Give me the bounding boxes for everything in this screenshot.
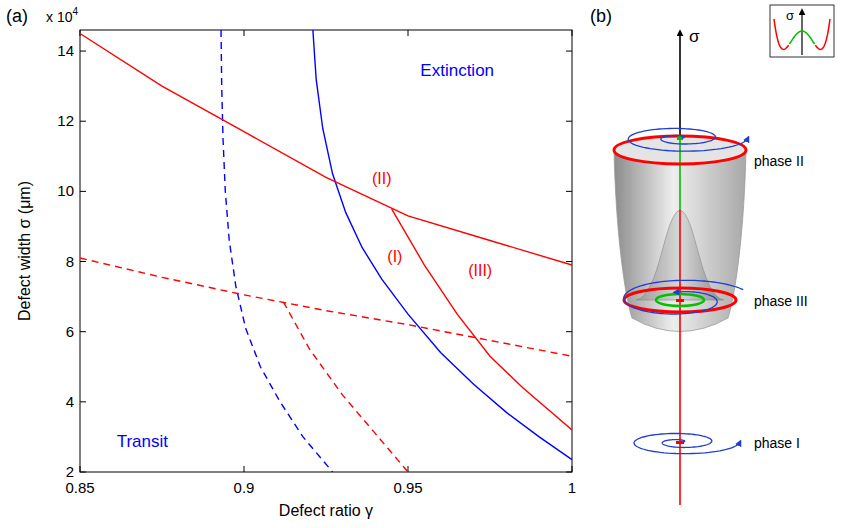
x-tick [244, 30, 245, 472]
inset-axis [801, 11, 802, 55]
limit-cycle [656, 294, 704, 306]
y-multiplier: x 104 [46, 6, 78, 25]
y-tick [80, 121, 572, 122]
annotation: Transit [117, 432, 169, 451]
phase-label: phase I [754, 435, 800, 451]
y-tick [80, 401, 572, 402]
inset-curve [789, 31, 814, 44]
y-tick-label: 6 [66, 323, 74, 340]
trajectory [624, 280, 743, 314]
diagram: (b) σ phase II phase III phase I σ [590, 5, 834, 505]
inset-axis-label: σ [786, 8, 794, 23]
annotation: (III) [468, 262, 492, 279]
x-tick [572, 30, 573, 472]
y-tick [80, 472, 572, 473]
x-tick-label: 0.85 [65, 479, 94, 496]
series-group [80, 30, 572, 472]
figure: 0.850.90.9512468101214Defect ratio γDefe… [0, 0, 842, 528]
phase-label: phase III [754, 293, 808, 309]
axis-arrow [679, 32, 681, 138]
phase-label: phase II [754, 153, 804, 169]
annotation: (I) [387, 248, 402, 265]
curve [313, 30, 572, 460]
plot-frame [80, 30, 572, 472]
fixed-point [676, 299, 684, 302]
y-tick [80, 51, 572, 52]
y-tick [80, 261, 572, 262]
y-tick-label: 10 [57, 182, 74, 199]
curve [283, 302, 408, 472]
x-tick-label: 0.9 [234, 479, 255, 496]
phase-ring [614, 136, 746, 164]
x-axis-title: Defect ratio γ [279, 502, 373, 519]
multiplier-exponent: 4 [72, 6, 78, 17]
axis-green [679, 138, 681, 210]
panel-label: (b) [590, 6, 612, 26]
inset-frame [770, 5, 834, 57]
trajectory [634, 434, 740, 454]
y-tick-label: 4 [66, 393, 74, 410]
multiplier-base: x 10 [46, 9, 73, 25]
y-tick-label: 2 [66, 463, 74, 480]
y-tick-label: 14 [57, 42, 74, 59]
curve [392, 209, 572, 430]
curve [80, 258, 572, 356]
y-tick-label: 8 [66, 253, 74, 270]
fixed-point [676, 441, 684, 444]
inset-curve [774, 19, 789, 49]
inset: σ [770, 5, 834, 57]
curve [221, 30, 333, 472]
curve [80, 34, 572, 266]
axis-red [679, 210, 681, 505]
y-tick [80, 331, 572, 332]
x-tick [408, 30, 409, 472]
axes: 0.850.90.9512468101214Defect ratio γDefe… [6, 6, 576, 519]
annotations: Extinction Transit (II) (I) (III) [117, 61, 494, 452]
y-axis-title: Defect width σ (μm) [16, 181, 33, 321]
axis-label: σ [689, 27, 700, 46]
annotation: Extinction [420, 61, 494, 80]
trajectory [628, 128, 748, 151]
panel-label: (a) [6, 6, 28, 26]
x-tick [80, 30, 81, 472]
x-tick-label: 0.95 [393, 479, 422, 496]
y-tick-label: 12 [57, 112, 74, 129]
annotation: (II) [372, 170, 392, 187]
x-tick-label: 1 [568, 479, 576, 496]
y-tick [80, 191, 572, 192]
inset-curve [815, 19, 830, 49]
